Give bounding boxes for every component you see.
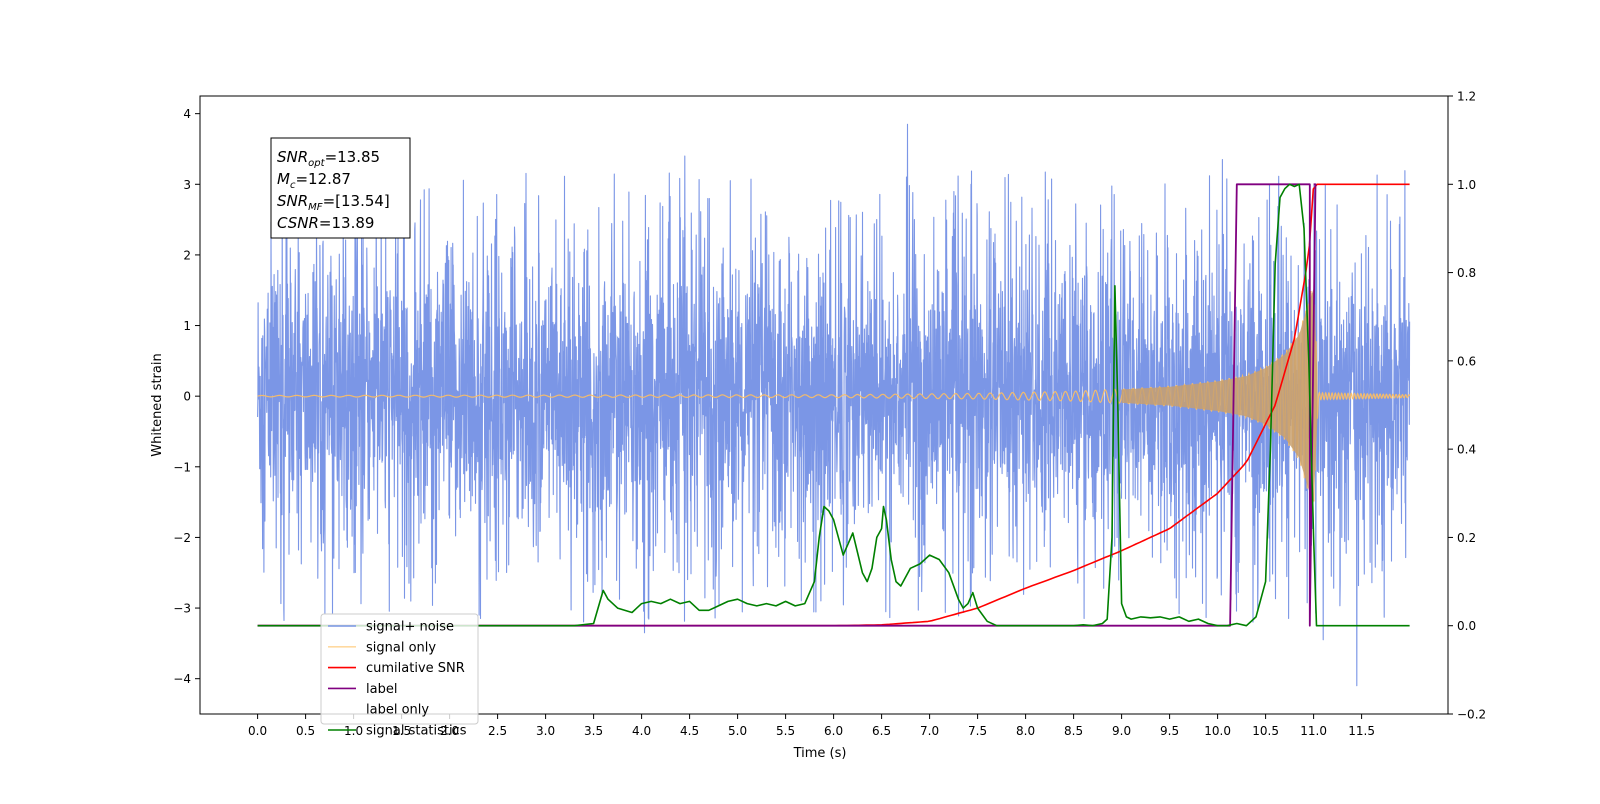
- x-tick-label: 0.0: [248, 724, 267, 738]
- annotation-value: =13.85: [325, 148, 381, 166]
- x-tick-label: 11.0: [1300, 724, 1327, 738]
- series-signal-statistics-line: [257, 183, 1410, 627]
- y-right-tick-label: 0.8: [1457, 266, 1476, 280]
- y-left-tick-label: 2: [183, 248, 191, 262]
- y-right-tick-label: 0.6: [1457, 354, 1476, 368]
- x-tick-label: 3.5: [584, 724, 603, 738]
- y-right-tick-label: 1.0: [1457, 178, 1476, 192]
- legend-label: signal+ noise: [366, 620, 454, 635]
- legend-label: cumilative SNR: [366, 661, 465, 676]
- annotation-subscript: c: [290, 180, 296, 191]
- series-signal-only-envelope: [1121, 289, 1318, 504]
- x-tick-label: 6.0: [824, 724, 843, 738]
- x-tick-label: 1.0: [344, 724, 363, 738]
- legend-frame: [320, 613, 479, 725]
- annotation-frame: [270, 137, 411, 239]
- annotation-subscript: opt: [308, 158, 325, 169]
- y-axis-label: Whitened strain: [150, 353, 165, 456]
- y-left-tick-label: 3: [183, 178, 191, 192]
- y-axis-left: −4 −3 −2 −1 0 1 2 3 4: [173, 107, 200, 686]
- legend: signal+ noise signal only cumilative SNR la…: [320, 613, 479, 739]
- y-left-tick-label: 4: [183, 107, 191, 121]
- x-tick-label: 5.0: [728, 724, 747, 738]
- legend-label: signal statistics: [366, 724, 467, 739]
- y-right-tick-label: 0.2: [1457, 531, 1476, 545]
- y-left-tick-label: 1: [183, 319, 191, 333]
- y-left-tick-label: 0: [183, 390, 191, 404]
- x-axis: 0.0 0.5 1.0 1.5 2.0 2.5 3.0 3.5 4.0 4.5 5.0 5.5 6.0 6…: [248, 714, 1375, 738]
- x-tick-label: 2.5: [488, 724, 507, 738]
- y-left-tick-label: −2: [173, 531, 191, 545]
- x-tick-label: 4.5: [680, 724, 699, 738]
- legend-label: label: [366, 682, 397, 697]
- legend-label: label only: [366, 703, 429, 718]
- y-right-tick-label: 1.2: [1457, 90, 1476, 104]
- y-left-tick-label: −4: [173, 672, 191, 686]
- x-tick-label: 0.5: [296, 724, 315, 738]
- annotation-box: SNRopt=13.85Mc=12.87SNRMF=[13.54]CSNR=13…: [270, 137, 411, 239]
- annotation-line: SNRopt=13.85: [277, 148, 380, 169]
- y-left-tick-label: −3: [173, 602, 191, 616]
- annotation-symbol: M: [277, 170, 290, 188]
- annotation-value: =12.87: [295, 170, 351, 188]
- annotation-symbol: SNR: [277, 192, 308, 210]
- annotation-line: SNRMF=[13.54]: [277, 192, 390, 213]
- plot-frame: [199, 95, 1449, 715]
- x-tick-label: 7.0: [920, 724, 939, 738]
- x-tick-label: 10.5: [1252, 724, 1279, 738]
- y-right-tick-label: −0.2: [1457, 708, 1486, 722]
- y-axis-right: −0.2 0.0 0.2 0.4 0.6 0.8 1.0 1.2: [1448, 90, 1486, 722]
- x-tick-label: 8.0: [1016, 724, 1035, 738]
- series-signal-noise-line: [257, 123, 1411, 687]
- y-left-tick-label: −1: [173, 460, 191, 474]
- y-right-tick-label: 0.0: [1457, 619, 1476, 633]
- series-layer: [257, 123, 1411, 687]
- x-tick-label: 6.5: [872, 724, 891, 738]
- x-tick-label: 5.5: [776, 724, 795, 738]
- x-tick-label: 8.5: [1064, 724, 1083, 738]
- annotation-line: CSNR=13.89: [277, 214, 374, 232]
- annotation-value: =13.89: [319, 214, 375, 232]
- annotation-value: =[13.54]: [323, 192, 390, 210]
- x-tick-label: 7.5: [968, 724, 987, 738]
- x-tick-label: 9.0: [1112, 724, 1131, 738]
- annotation-symbol: SNR: [277, 148, 308, 166]
- annotation-line: Mc=12.87: [277, 170, 351, 191]
- x-tick-label: 4.0: [632, 724, 651, 738]
- x-tick-label: 3.0: [536, 724, 555, 738]
- annotation-subscript: MF: [308, 202, 323, 213]
- annotation-symbol: CSNR: [277, 214, 319, 232]
- x-axis-label: Time (s): [793, 746, 847, 761]
- x-tick-label: 10.0: [1204, 724, 1231, 738]
- legend-label: signal only: [366, 640, 436, 655]
- x-tick-label: 1.5: [392, 724, 411, 738]
- x-tick-label: 11.5: [1348, 724, 1375, 738]
- x-tick-label: 2.0: [440, 724, 459, 738]
- y-right-tick-label: 0.4: [1457, 443, 1476, 457]
- x-tick-label: 9.5: [1160, 724, 1179, 738]
